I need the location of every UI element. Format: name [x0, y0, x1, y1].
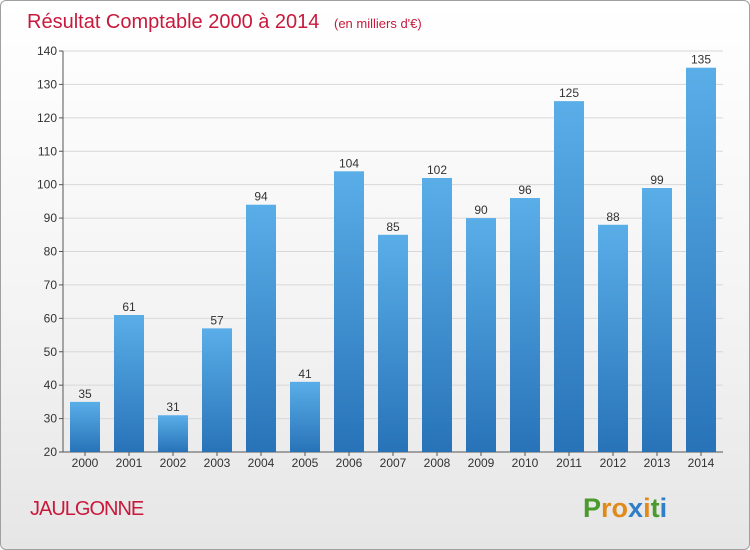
x-tick-label-2010: 2010	[512, 456, 539, 470]
logo-letter: t	[651, 493, 660, 523]
y-tick-label: 60	[44, 311, 58, 325]
bar-2005	[290, 381, 320, 452]
chart-title: Résultat Comptable 2000 à 2014 (en milli…	[27, 11, 422, 33]
bar-2007	[378, 234, 408, 452]
value-label-2007: 85	[386, 220, 400, 234]
value-label-2006: 104	[339, 156, 359, 170]
x-tick-label-2014: 2014	[688, 456, 715, 470]
y-tick-label: 90	[44, 211, 58, 225]
bar-2013	[642, 188, 672, 452]
value-label-2014: 135	[691, 53, 711, 67]
chart-title-main: Résultat Comptable 2000 à 2014	[27, 11, 319, 33]
x-tick-label-2013: 2013	[644, 456, 671, 470]
y-tick-label: 100	[37, 178, 57, 192]
logo-letter: P	[583, 493, 601, 523]
y-tick-label: 20	[44, 445, 58, 459]
value-labels: 35 61 31 57 94 41 104 85 102 90 96 125 88 99 135	[78, 53, 711, 415]
value-label-2004: 94	[254, 190, 268, 204]
proxiti-logo: Proxiti	[583, 493, 667, 523]
value-label-2010: 96	[518, 183, 532, 197]
value-label-2012: 88	[606, 210, 620, 224]
y-tick-label: 40	[44, 378, 58, 392]
bar-2002	[158, 415, 188, 452]
x-tick-label-2009: 2009	[468, 456, 495, 470]
x-tick-labels: 2000 2001 2002 2003 2004 2005 2006 2007 2008 2009…	[72, 456, 715, 470]
x-tick-label-2007: 2007	[380, 456, 407, 470]
bar-2004	[246, 204, 276, 452]
chart-subtitle: (en milliers d'€)	[334, 16, 422, 31]
y-tick-label: 70	[44, 278, 58, 292]
logo-letter: r	[601, 493, 612, 523]
value-label-2013: 99	[650, 173, 664, 187]
x-tick-label-2008: 2008	[424, 456, 451, 470]
bar-2009	[466, 218, 496, 452]
y-tick-label: 140	[37, 44, 57, 58]
x-tick-label-2002: 2002	[160, 456, 187, 470]
x-tick-label-2006: 2006	[336, 456, 363, 470]
bars	[70, 67, 716, 453]
x-tick-label-2000: 2000	[72, 456, 99, 470]
x-tick-label-2005: 2005	[292, 456, 319, 470]
y-tick-label: 110	[38, 144, 57, 158]
bar-2011	[554, 101, 584, 452]
bar-2006	[334, 171, 364, 453]
value-label-2005: 41	[298, 367, 312, 381]
y-tick-label: 80	[44, 245, 58, 259]
x-tick-label-2001: 2001	[116, 456, 143, 470]
y-tick-label: 50	[44, 345, 58, 359]
bar-2014	[686, 67, 716, 452]
bar-2010	[510, 198, 540, 452]
value-label-2000: 35	[78, 387, 92, 401]
bar-2000	[70, 401, 100, 452]
logo-letter: o	[612, 493, 629, 523]
y-tick-label: 120	[37, 111, 57, 125]
y-tick-labels: 20 30 40 50 60 70 80 90 100 110 120 130 140	[37, 44, 57, 459]
commune-name: JAULGONNE	[30, 498, 144, 520]
y-tick-label: 30	[44, 412, 58, 426]
bar-2012	[598, 224, 628, 452]
value-label-2009: 90	[474, 203, 488, 217]
x-tick-label-2004: 2004	[248, 456, 275, 470]
x-tick-label-2012: 2012	[600, 456, 627, 470]
logo-letter: i	[643, 493, 651, 523]
value-label-2008: 102	[427, 163, 447, 177]
bar-2001	[114, 314, 144, 452]
x-tick-label-2011: 2011	[556, 456, 582, 470]
value-label-2011: 125	[559, 86, 579, 100]
bar-2003	[202, 328, 232, 452]
value-label-2003: 57	[210, 313, 224, 327]
logo-letter: i	[660, 493, 668, 523]
logo-letter: x	[628, 493, 643, 523]
x-tick-label-2003: 2003	[204, 456, 231, 470]
value-label-2001: 61	[122, 300, 136, 314]
bar-2008	[422, 177, 452, 452]
y-tick-label: 130	[37, 77, 57, 91]
value-label-2002: 31	[166, 400, 180, 414]
